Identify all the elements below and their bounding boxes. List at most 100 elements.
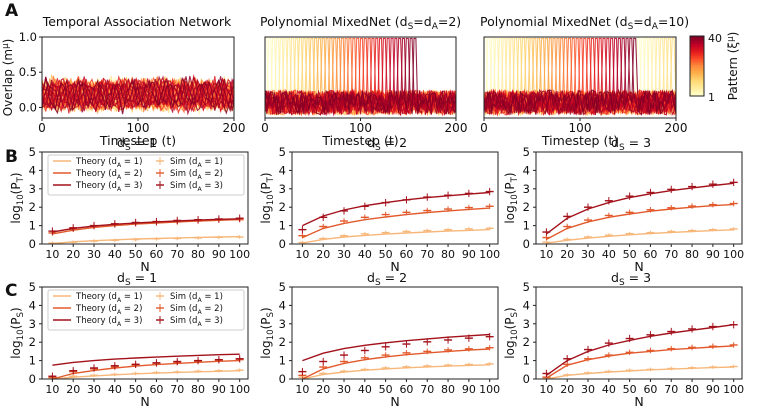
colorbar-cell <box>690 54 704 56</box>
colorbar-cell <box>690 88 704 91</box>
sim-point-da3 <box>319 357 328 366</box>
sim-point-da3 <box>194 216 203 224</box>
overlap-line <box>42 76 234 115</box>
sim-point-da2 <box>381 211 390 218</box>
sim-point-da2 <box>646 207 655 213</box>
y-tick-label: 0 <box>279 237 286 251</box>
sim-point-da2 <box>340 218 349 224</box>
sim-point-da1 <box>604 369 613 374</box>
sim-point-da3 <box>444 191 453 199</box>
x-tick-label: 50 <box>623 248 637 261</box>
y-tick-label: 3 <box>279 182 286 196</box>
panel-title-part: =d <box>413 14 431 29</box>
sim-point-da1 <box>194 369 203 374</box>
sim-point-da1 <box>423 228 432 233</box>
theory-line-da2 <box>52 359 240 380</box>
panel-title-part: S <box>628 22 634 32</box>
x-tick-label: 20 <box>66 383 80 396</box>
legend-theory-label-part: A <box>117 186 122 193</box>
y-tick-label: 2 <box>29 335 36 349</box>
y-tick-label: 5 <box>29 145 36 159</box>
y-tick-label: 2 <box>523 200 530 214</box>
y-tick-label: 0 <box>523 237 530 251</box>
colorbar-cell <box>690 87 704 89</box>
y-axis-label-part: Overlap (m <box>1 49 15 116</box>
sim-point-da2 <box>464 346 473 352</box>
y-axis-label-part: 10 <box>510 194 520 205</box>
x-tick-label: 10 <box>295 383 309 396</box>
sim-point-da1 <box>131 237 140 242</box>
legend-theory-label-part: A <box>117 174 122 181</box>
legend-theory-label-part: = 3) <box>121 181 142 191</box>
legend-sim-label-part: A <box>197 321 202 328</box>
colorbar-cell <box>690 51 704 53</box>
y-axis-label-part: log <box>9 205 23 223</box>
y-axis-label-part: ) <box>503 172 517 177</box>
y-axis-label-part: (P <box>503 317 517 329</box>
sim-point-da3 <box>708 180 717 188</box>
y-tick-label: 5 <box>523 145 530 159</box>
sim-point-da3 <box>90 221 99 230</box>
sim-point-da3 <box>360 346 369 355</box>
sim-point-da3 <box>110 220 119 228</box>
sim-point-da1 <box>485 226 494 231</box>
sim-point-da3 <box>667 327 676 336</box>
y-tick-label: 0.0 <box>19 100 37 114</box>
sim-point-da3 <box>688 182 697 191</box>
y-axis-label: log10(PS) <box>259 307 276 358</box>
sim-point-da3 <box>360 202 369 210</box>
legend-theory-label-part: A <box>117 309 122 316</box>
x-tick-label: 90 <box>462 383 476 396</box>
colorbar-cell <box>690 40 704 43</box>
sim-point-da3 <box>402 196 411 204</box>
sim-point-da3 <box>90 364 99 372</box>
legend-sim-label-part: A <box>197 297 202 304</box>
y-tick-label: 5 <box>279 280 286 294</box>
x-tick-label: 40 <box>358 248 372 261</box>
sim-point-da2 <box>464 204 473 211</box>
panel-title-part: d <box>611 270 619 285</box>
x-axis-label: N <box>390 394 399 409</box>
legend-sim-label-part: Sim (d <box>170 316 197 326</box>
y-axis-label-part: 10 <box>266 194 276 205</box>
sim-point-da1 <box>708 227 717 232</box>
legend-theory-label: Theory (dA = 1) <box>75 292 142 304</box>
x-tick-label: 90 <box>706 383 720 396</box>
theory-line-da2 <box>546 203 734 241</box>
x-axis-label: N <box>390 259 399 274</box>
sim-point-da1 <box>444 363 453 368</box>
sim-point-da2 <box>444 206 453 212</box>
sim-point-da1 <box>402 229 411 234</box>
x-tick-label: 80 <box>441 383 455 396</box>
overlap-traces <box>42 73 234 116</box>
legend-theory-label-part: A <box>117 162 122 169</box>
colorbar-cell <box>690 90 704 92</box>
x-tick-label: 10 <box>295 248 309 261</box>
theory-line-da3 <box>52 218 240 233</box>
x-tick-label: 60 <box>399 383 413 396</box>
y-tick-label: 1 <box>279 354 286 368</box>
x-tick-label: 30 <box>337 248 351 261</box>
y-axis-label-part: T <box>16 176 26 183</box>
sim-point-da3 <box>542 369 551 378</box>
panel-title-part: = 3 <box>625 135 651 150</box>
overlap-line <box>42 75 234 113</box>
x-tick-label: 90 <box>212 248 226 261</box>
plot-frame <box>41 286 249 380</box>
theory-line-da2 <box>546 345 734 379</box>
panel-title-part: S <box>125 143 131 153</box>
colorbar-cell <box>690 52 704 55</box>
y-tick-label: 3 <box>523 317 530 331</box>
colorbar-cell <box>690 49 704 52</box>
colorbar-cell <box>690 78 704 80</box>
legend: Theory (dA = 1) Sim (dA = 1)Theory (dA = … <box>47 289 245 331</box>
sim-point-da3 <box>235 355 244 363</box>
sim-point-da3 <box>563 212 572 221</box>
colorbar-cell <box>690 46 704 49</box>
sim-point-da2 <box>604 212 613 219</box>
sim-point-da2 <box>604 352 613 358</box>
legend-sim-label: Sim (dA = 2) <box>170 304 223 316</box>
sim-point-da3 <box>646 188 655 197</box>
y-axis-label-part: 10 <box>266 329 276 340</box>
